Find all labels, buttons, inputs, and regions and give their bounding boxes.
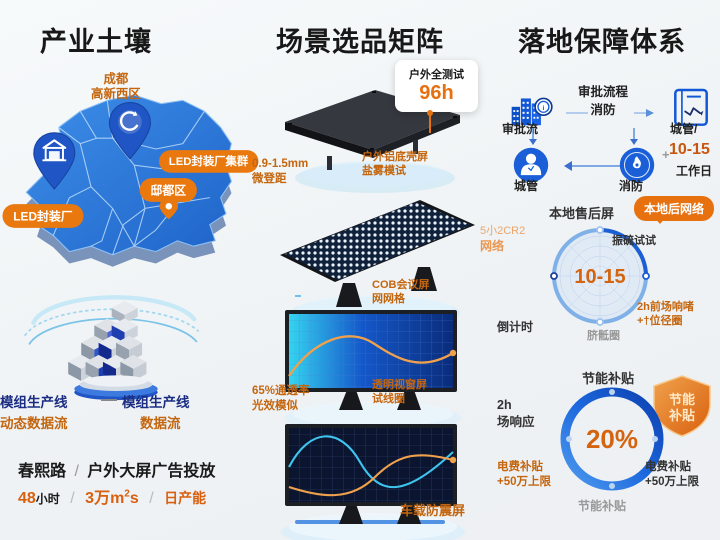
svg-text:10-15: 10-15	[574, 266, 625, 288]
svg-text:补貼: 补貼	[668, 408, 695, 423]
svg-text:20%: 20%	[586, 424, 638, 454]
svg-text:i: i	[543, 105, 545, 112]
svg-text:节能: 节能	[669, 392, 695, 407]
